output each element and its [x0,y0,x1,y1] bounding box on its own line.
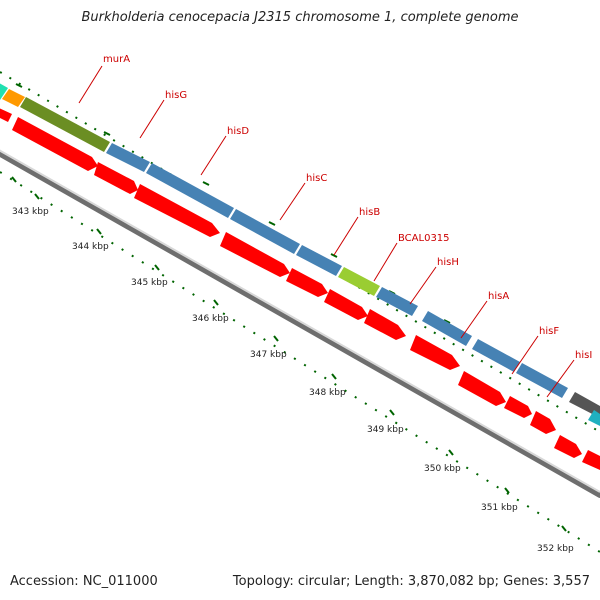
tick-label: 351 kbp [481,503,518,513]
tick-label: 344 kbp [72,242,109,252]
tick-label: 345 kbp [131,278,168,288]
tick-label: 352 kbp [537,544,574,554]
gene-block-hisH [376,287,418,316]
gene-label: hisB [359,207,380,218]
accession-text: Accession: NC_011000 [10,574,158,589]
cds-track [0,108,600,470]
cds-arrow [0,108,12,122]
gene-block-hisD [146,163,234,218]
tick-label: 346 kbp [192,314,229,324]
tick-label: 347 kbp [250,350,287,360]
feature-track [0,83,600,426]
cds-arrow [324,289,368,320]
topology-text: Topology: circular; Length: 3,870,082 bp… [232,574,590,589]
cds-arrow [220,232,290,277]
gene-label: hisA [488,291,509,302]
gene-block-murA [20,97,110,152]
cds-arrow [504,396,532,418]
gene-block-BCAL0315 [338,267,380,296]
cds-arrow [582,450,600,470]
gene-block-hisB [296,245,342,276]
cds-arrow [530,411,556,434]
tick-label: 349 kbp [367,425,404,435]
backbone-ring [0,150,600,498]
gene-label: hisI [575,350,592,361]
genome-title: Burkholderia cenocepacia J2315 chromosom… [81,10,519,25]
cds-arrow [134,184,220,237]
gene-label: hisH [437,257,459,268]
gene-labels: murA hisG hisD hisC hisB BCAL0315 hisH h… [103,54,592,361]
gene-block-gray [569,392,600,418]
tick-label: 350 kbp [424,464,461,474]
cds-arrow [12,117,98,171]
gene-label: hisD [227,126,249,137]
tick-label: 348 kbp [309,388,346,398]
gene-block-hisG [106,143,150,172]
backbone-ring-highlight [0,149,600,493]
gene-block-orange [2,89,25,107]
gene-block-hisF [472,339,520,372]
cds-arrow [364,309,406,340]
gene-block-teal [588,410,600,426]
scale-labels: 343 kbp 344 kbp 345 kbp 346 kbp 347 kbp … [12,207,574,554]
gene-label: BCAL0315 [398,233,450,244]
gene-block-cyan [0,83,8,100]
cds-arrow [94,162,138,194]
outer-tick-dots [0,71,600,433]
gene-label: hisC [306,173,327,184]
cds-arrow [458,371,506,406]
cds-arrow [286,268,328,297]
gene-block-hisC [230,209,300,254]
gene-label: hisF [539,326,559,337]
cds-arrow [410,335,460,370]
cds-arrow [554,435,582,458]
label-leaders [78,65,575,398]
gene-block-hisA [422,311,472,346]
inner-major-ticks [11,176,567,532]
tick-label: 343 kbp [12,207,49,217]
gene-block-hisI [516,363,568,398]
gene-label: murA [103,54,130,65]
gene-label: hisG [165,90,187,101]
